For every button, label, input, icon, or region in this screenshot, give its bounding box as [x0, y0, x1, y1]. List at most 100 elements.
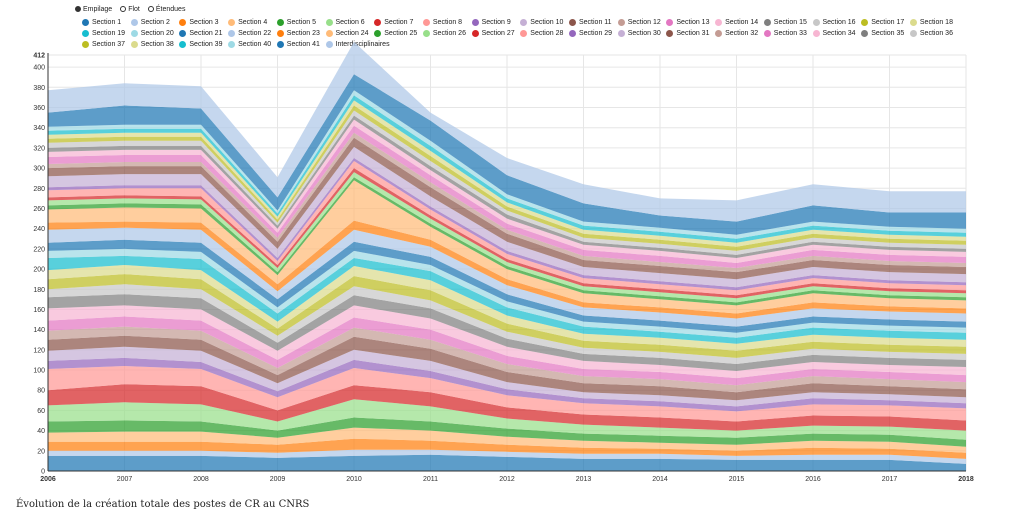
legend-swatch-icon — [569, 19, 576, 26]
legend-swatch-icon — [228, 19, 236, 26]
legend-swatch-icon — [861, 30, 869, 37]
legend-item[interactable]: Section 2 — [130, 19, 170, 26]
legend-label: Section 8 — [432, 19, 463, 26]
y-tick-label: 0 — [41, 469, 45, 476]
y-tick-label: 180 — [33, 287, 45, 294]
radio-icon — [120, 6, 127, 12]
chart-caption: Évolution de la création totale des post… — [16, 499, 310, 510]
mode-option-expanded[interactable]: Étendues — [147, 6, 185, 13]
legend-item[interactable]: Section 16 — [812, 19, 856, 26]
legend-item[interactable]: Section 36 — [909, 30, 953, 37]
area-series-28 — [48, 161, 966, 296]
area-series-18 — [48, 265, 966, 351]
legend-item[interactable]: Section 24 — [325, 30, 369, 37]
legend-label: Section 18 — [919, 19, 953, 26]
legend-swatch-icon — [666, 30, 674, 37]
legend-item[interactable]: Section 12 — [617, 19, 661, 26]
legend-label: Section 11 — [579, 19, 612, 26]
x-tick-label: 2013 — [576, 476, 592, 483]
legend-swatch-icon — [471, 19, 479, 26]
legend-swatch-icon — [520, 30, 528, 37]
legend-item[interactable]: Section 26 — [422, 30, 466, 37]
legend-swatch-icon — [82, 19, 89, 26]
legend-swatch-icon — [812, 19, 820, 26]
y-tick-label: 120 — [33, 347, 45, 354]
legend-item[interactable]: Section 6 — [325, 19, 365, 26]
legend-swatch-icon — [179, 19, 187, 26]
legend-label: Section 24 — [335, 30, 369, 37]
legend-swatch-icon — [422, 30, 430, 37]
area-series-27 — [48, 168, 966, 299]
legend-label: Section 38 — [140, 41, 174, 48]
legend-item[interactable]: Section 21 — [179, 30, 222, 37]
x-tick-label: 2009 — [270, 476, 286, 483]
legend-item[interactable]: Section 32 — [715, 30, 758, 37]
legend-item[interactable]: Section 34 — [812, 30, 856, 37]
legend-swatch-icon — [374, 30, 382, 37]
legend-item[interactable]: Section 29 — [569, 30, 612, 37]
legend-label: Section 13 — [676, 19, 710, 26]
y-tick-label: 200 — [33, 267, 45, 274]
area-series-25 — [48, 177, 966, 306]
legend-item[interactable]: Section 22 — [228, 30, 271, 37]
area-series-16 — [48, 284, 966, 364]
x-tick-label: 2016 — [805, 476, 821, 483]
y-tick-label: 400 — [33, 65, 45, 72]
legend-item[interactable]: Section 31 — [666, 30, 709, 37]
legend-item[interactable]: Section 28 — [520, 30, 563, 37]
y-tick-label: 40 — [37, 428, 45, 435]
legend-label: Section 7 — [384, 19, 414, 26]
legend-item[interactable]: Section 18 — [909, 19, 953, 26]
legend-label: Section 5 — [286, 19, 316, 26]
legend-item[interactable]: Section 23 — [276, 30, 320, 37]
legend-item[interactable]: Section 11 — [569, 19, 612, 26]
legend-item[interactable]: Interdisciplinaires — [325, 41, 390, 48]
legend-swatch-icon — [325, 19, 333, 26]
legend-item[interactable]: Section 4 — [228, 19, 267, 26]
legend-item[interactable]: Section 41 — [276, 41, 320, 48]
legend-item[interactable]: Section 15 — [763, 19, 807, 26]
legend-item[interactable]: Section 13 — [666, 19, 709, 26]
mode-option-stacked[interactable]: Empilage — [75, 6, 112, 13]
legend-item[interactable]: Section 27 — [471, 30, 515, 37]
legend-item[interactable]: Section 40 — [228, 41, 271, 48]
legend-label: Section 9 — [481, 19, 511, 26]
legend-item[interactable]: Section 19 — [82, 30, 125, 37]
area-series-5 — [48, 417, 966, 447]
legend-swatch-icon — [276, 19, 284, 26]
legend-item[interactable]: Section 14 — [715, 19, 758, 26]
legend-item[interactable]: Section 10 — [520, 19, 563, 26]
legend-item[interactable]: Section 33 — [763, 30, 807, 37]
area-series-10 — [48, 346, 966, 407]
legend-swatch-icon — [276, 30, 284, 37]
legend-label: Section 21 — [189, 30, 223, 37]
y-tick-label: 100 — [33, 368, 45, 375]
legend-item[interactable]: Section 39 — [179, 41, 222, 48]
legend-item[interactable]: Section 25 — [374, 30, 417, 37]
legend-item[interactable]: Section 20 — [130, 30, 174, 37]
legend-item[interactable]: Section 30 — [617, 30, 661, 37]
area-series-19 — [48, 255, 966, 344]
area-series-17 — [48, 274, 966, 358]
legend-swatch-icon — [374, 19, 382, 26]
legend-item[interactable]: Section 7 — [374, 19, 413, 26]
legend-item[interactable]: Section 17 — [861, 19, 904, 26]
legend-label: Section 3 — [189, 19, 219, 26]
mode-option-stream[interactable]: Flot — [120, 6, 140, 13]
legend-item[interactable]: Section 3 — [179, 19, 219, 26]
legend-item[interactable]: Section 1 — [82, 19, 121, 26]
legend-swatch-icon — [276, 41, 284, 48]
area-series-31 — [48, 137, 966, 280]
legend-label: Section 40 — [238, 41, 272, 48]
legend-item[interactable]: Section 35 — [861, 30, 904, 37]
legend-item[interactable]: Section 38 — [130, 41, 174, 48]
legend-item[interactable]: Section 37 — [82, 41, 125, 48]
legend-item[interactable]: Section 9 — [471, 19, 511, 26]
legend-item[interactable]: Section 8 — [422, 19, 463, 26]
legend-swatch-icon — [179, 41, 187, 48]
legend-label: Section 12 — [627, 19, 661, 26]
legend-item[interactable]: Section 5 — [276, 19, 316, 26]
y-tick-label: 60 — [37, 408, 45, 415]
x-tick-label: 2006 — [40, 476, 56, 483]
y-tick-labels: 0 20 40 60 80 100 120 140 160 180 200 220 240 260 280 3… — [33, 53, 45, 476]
